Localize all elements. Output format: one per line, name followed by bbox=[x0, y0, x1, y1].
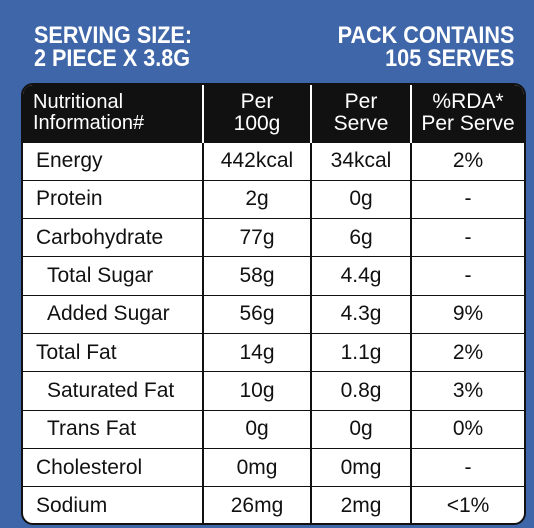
rda-value: - bbox=[410, 218, 524, 257]
table-row: Carbohydrate 77g 6g - bbox=[23, 218, 524, 257]
pack-contains-line2: 105 SERVES bbox=[384, 45, 514, 72]
header-per-serve: Per Serve bbox=[310, 85, 411, 142]
table-row: Sodium 26mg 2mg <1% bbox=[23, 486, 524, 523]
nutrition-table: Nutritional Information# Per 100g Per Se… bbox=[21, 83, 526, 525]
header-col1-line1: Nutritional bbox=[33, 91, 124, 114]
per-serve-value: 4.3g bbox=[310, 294, 411, 334]
rda-value: 0% bbox=[410, 409, 524, 449]
per-serve-value: 34kcal bbox=[310, 141, 411, 181]
table-row: Trans Fat 0g 0g 0% bbox=[23, 409, 524, 449]
pack-contains-line1: PACK CONTAINS bbox=[337, 22, 514, 49]
nutrient-name: Trans Fat bbox=[23, 409, 203, 449]
header-col1-line2: Information# bbox=[33, 112, 145, 135]
table-row: Energy 442kcal 34kcal 2% bbox=[23, 141, 524, 181]
rda-value: - bbox=[410, 447, 524, 487]
rda-value: 9% bbox=[410, 294, 524, 334]
nutrient-name: Saturated Fat bbox=[23, 371, 203, 411]
pack-contains: PACK CONTAINS 105 SERVES bbox=[337, 22, 514, 72]
per-serve-value: 0g bbox=[310, 409, 411, 449]
per-serve-value: 2mg bbox=[310, 486, 411, 523]
serving-size-line1: SERVING SIZE: bbox=[34, 22, 193, 49]
per-100g-value: 0mg bbox=[202, 447, 311, 487]
header-col3-line1: Per bbox=[344, 90, 378, 114]
per-serve-value: 0.8g bbox=[310, 371, 411, 411]
nutrient-name: Total Fat bbox=[23, 332, 203, 372]
table-header-row: Nutritional Information# Per 100g Per Se… bbox=[23, 85, 524, 142]
per-100g-value: 58g bbox=[202, 256, 311, 296]
per-serve-value: 0g bbox=[310, 179, 411, 219]
rda-value: <1% bbox=[410, 486, 524, 523]
per-serve-value: 4.4g bbox=[310, 256, 411, 296]
per-100g-value: 0g bbox=[202, 409, 311, 449]
nutrient-name: Sodium bbox=[23, 486, 203, 523]
nutrient-name: Carbohydrate bbox=[23, 218, 203, 257]
nutrient-name: Energy bbox=[23, 141, 203, 181]
table-row: Protein 2g 0g - bbox=[23, 179, 524, 219]
per-100g-value: 77g bbox=[202, 218, 311, 257]
header-col4-line1: %RDA* bbox=[432, 90, 504, 114]
table-row: Saturated Fat 10g 0.8g 3% bbox=[23, 371, 524, 411]
header-nutritional-information: Nutritional Information# bbox=[23, 85, 203, 142]
header-col2-line1: Per bbox=[240, 90, 274, 114]
rda-value: 2% bbox=[410, 141, 524, 181]
rda-value: 3% bbox=[410, 371, 524, 411]
table-row: Cholesterol 0mg 0mg - bbox=[23, 447, 524, 487]
table-row: Added Sugar 56g 4.3g 9% bbox=[23, 294, 524, 334]
per-100g-value: 2g bbox=[202, 179, 311, 219]
per-serve-value: 0mg bbox=[310, 447, 411, 487]
header-col3-line2: Serve bbox=[333, 112, 389, 136]
nutrient-name: Total Sugar bbox=[23, 256, 203, 296]
nutrient-name: Protein bbox=[23, 179, 203, 219]
per-100g-value: 442kcal bbox=[202, 141, 311, 181]
per-serve-value: 1.1g bbox=[310, 332, 411, 372]
per-100g-value: 10g bbox=[202, 371, 311, 411]
rda-value: 2% bbox=[410, 332, 524, 372]
per-serve-value: 6g bbox=[310, 218, 411, 257]
header-rda-per-serve: %RDA* Per Serve bbox=[410, 85, 524, 142]
table-row: Total Sugar 58g 4.4g - bbox=[23, 256, 524, 296]
per-100g-value: 14g bbox=[202, 332, 311, 372]
header-col4-line2: Per Serve bbox=[421, 112, 515, 136]
table-row: Total Fat 14g 1.1g 2% bbox=[23, 332, 524, 372]
header-col2-line2: 100g bbox=[233, 112, 281, 136]
rda-value: - bbox=[410, 256, 524, 296]
nutrient-name: Added Sugar bbox=[23, 294, 203, 334]
nutrient-name: Cholesterol bbox=[23, 447, 203, 487]
per-100g-value: 56g bbox=[202, 294, 311, 334]
per-100g-value: 26mg bbox=[202, 486, 311, 523]
serving-size-line2: 2 PIECE X 3.8g bbox=[34, 45, 191, 72]
header-per-100g: Per 100g bbox=[202, 85, 311, 142]
rda-value: - bbox=[410, 179, 524, 219]
serving-size: SERVING SIZE: 2 PIECE X 3.8g bbox=[34, 22, 193, 72]
label-header: SERVING SIZE: 2 PIECE X 3.8g PACK CONTAI… bbox=[34, 24, 514, 74]
